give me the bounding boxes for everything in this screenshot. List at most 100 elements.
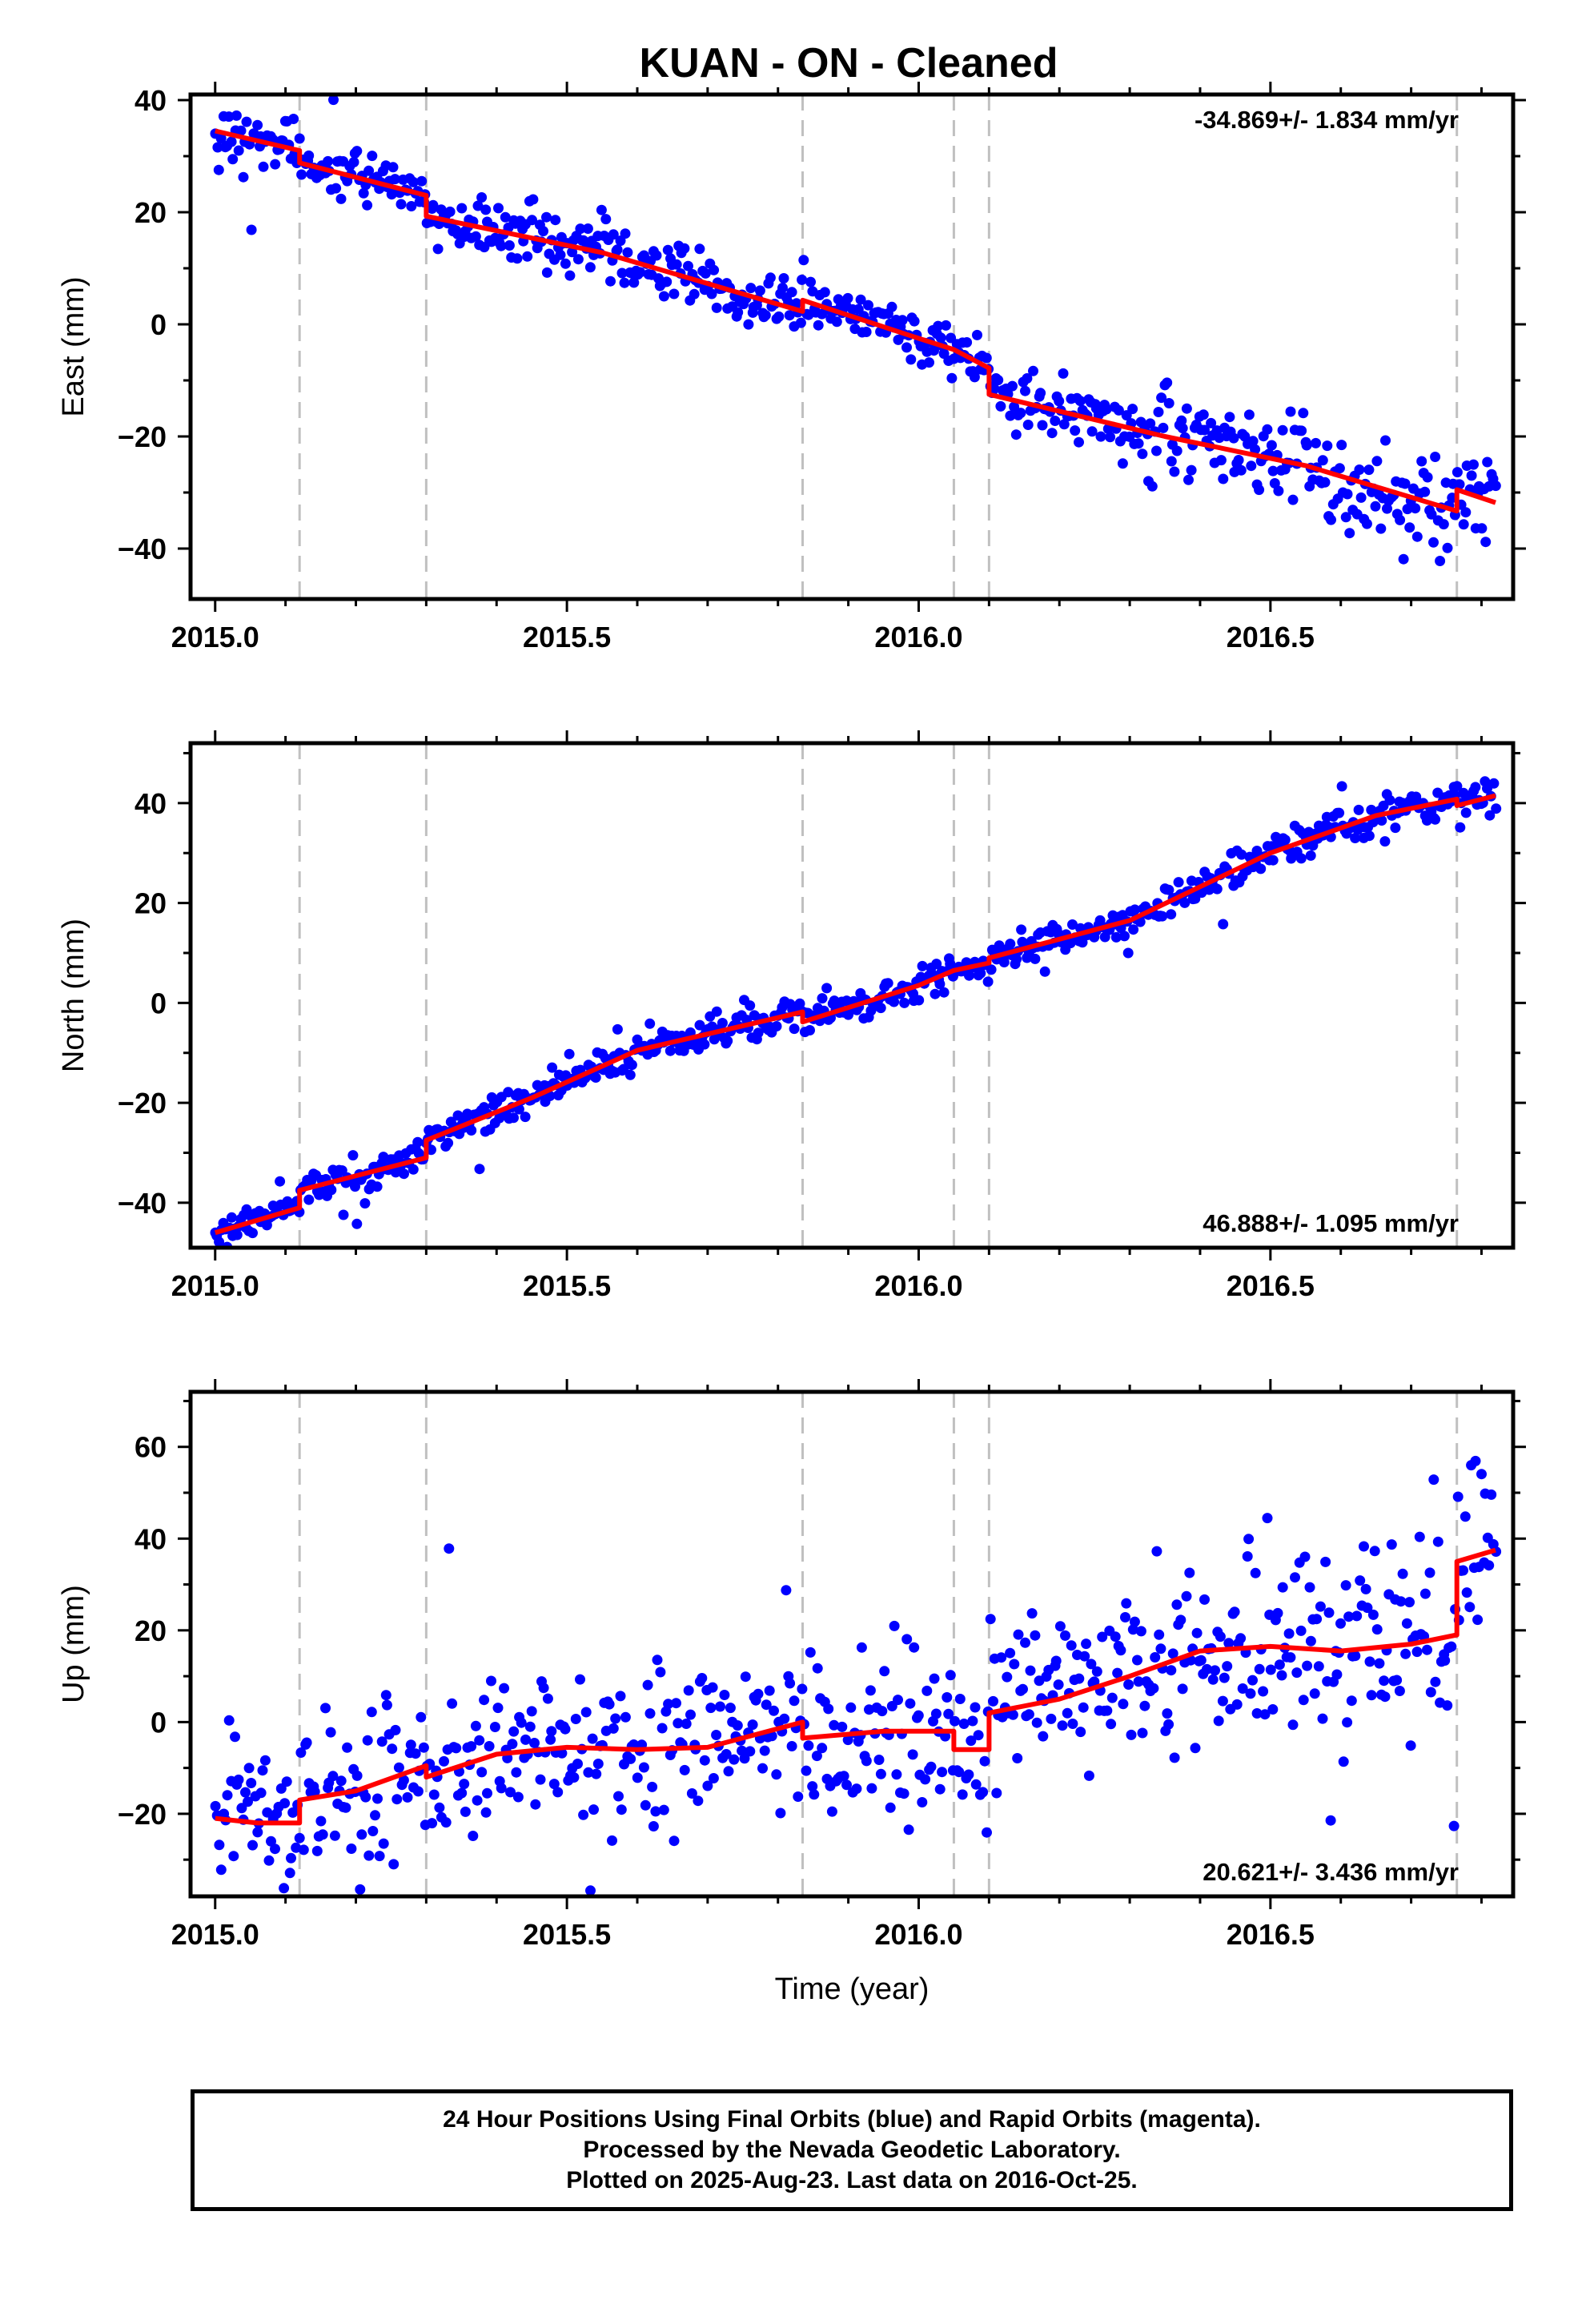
data-point: [901, 1634, 913, 1645]
data-point: [970, 1779, 982, 1790]
data-point: [1320, 1556, 1331, 1567]
data-point: [930, 988, 941, 999]
data-point: [1446, 1641, 1457, 1652]
data-point: [1402, 504, 1413, 515]
data-point: [294, 133, 305, 144]
data-point: [1425, 1687, 1436, 1698]
data-point: [877, 1706, 888, 1717]
data-point: [456, 1787, 468, 1799]
data-point: [1334, 463, 1345, 474]
data-point: [1030, 953, 1041, 964]
data-point: [699, 1755, 710, 1766]
data-point: [370, 1810, 380, 1821]
data-point: [1254, 1663, 1265, 1675]
data-point: [1235, 464, 1247, 476]
data-point: [258, 161, 269, 172]
plot-area: [210, 94, 1501, 599]
data-point: [865, 1685, 876, 1696]
data-point: [905, 354, 917, 365]
plot-area: [210, 743, 1502, 1248]
data-point: [1480, 537, 1492, 548]
data-point: [528, 194, 539, 205]
data-point: [933, 320, 944, 332]
data-point: [711, 1006, 722, 1017]
data-point: [1251, 1708, 1263, 1719]
data-point: [287, 1807, 299, 1818]
data-point: [1118, 1699, 1129, 1710]
data-point: [252, 119, 263, 131]
data-point: [797, 1683, 808, 1695]
data-point: [950, 1715, 960, 1727]
data-point: [1075, 1727, 1086, 1738]
data-point: [700, 267, 711, 279]
data-point: [1354, 464, 1365, 475]
data-point: [1484, 1560, 1495, 1571]
data-point: [656, 1723, 668, 1734]
data-point: [1276, 1670, 1287, 1681]
data-point: [1026, 1608, 1038, 1619]
data-point: [1374, 1658, 1385, 1669]
data-point: [1491, 803, 1502, 814]
data-point: [1432, 1536, 1443, 1547]
data-point: [212, 142, 223, 153]
data-point: [560, 258, 571, 269]
data-point: [241, 1204, 252, 1215]
data-point: [1274, 1659, 1285, 1671]
data-point: [693, 1795, 704, 1807]
data-point: [1359, 1541, 1369, 1552]
data-point: [1335, 1618, 1346, 1629]
data-point: [1355, 492, 1367, 503]
data-point: [1319, 476, 1331, 488]
data-point: [683, 1685, 694, 1696]
data-point: [1394, 1686, 1405, 1696]
data-point: [389, 174, 400, 185]
data-point: [797, 274, 808, 285]
data-point: [222, 1790, 233, 1801]
data-point: [1379, 1691, 1391, 1703]
data-point: [1346, 1695, 1357, 1707]
data-point: [786, 287, 797, 298]
data-point: [745, 1746, 756, 1757]
data-point: [1370, 501, 1381, 512]
data-point: [608, 1723, 619, 1734]
data-point: [924, 357, 934, 368]
data-point: [982, 1827, 992, 1838]
data-point: [1430, 452, 1441, 462]
data-point: [472, 1795, 483, 1806]
data-point: [1066, 1640, 1077, 1651]
data-point: [408, 1164, 419, 1175]
data-point: [479, 1695, 490, 1706]
data-point: [722, 1035, 733, 1047]
data-point: [504, 240, 515, 251]
data-point: [1105, 432, 1116, 443]
data-point: [1285, 406, 1296, 417]
data-point: [1399, 478, 1411, 489]
data-point: [1290, 1572, 1300, 1583]
data-point: [733, 307, 744, 318]
data-point: [1422, 1644, 1432, 1655]
data-point: [658, 291, 669, 302]
data-point: [899, 997, 910, 1008]
footer-box: 24 Hour Positions Using Final Orbits (bl…: [191, 2089, 1513, 2211]
data-point: [837, 1721, 848, 1732]
data-point: [920, 1774, 931, 1785]
plot-frame: [188, 1389, 1516, 1899]
data-point: [1177, 1683, 1188, 1695]
data-point: [470, 231, 481, 242]
data-point: [651, 250, 662, 261]
data-point: [391, 1794, 403, 1805]
x-tick-label: 2015.5: [523, 1918, 611, 1951]
x-tick-label: 2015.5: [523, 1269, 611, 1302]
data-point: [1250, 1567, 1261, 1578]
data-point: [213, 164, 224, 175]
data-point: [226, 1212, 237, 1223]
data-point: [913, 1710, 924, 1721]
data-point: [1237, 1683, 1248, 1694]
data-point: [775, 1807, 786, 1819]
data-point: [658, 1804, 669, 1815]
data-point: [669, 288, 680, 300]
data-point: [996, 1652, 1007, 1663]
data-point: [954, 1694, 966, 1704]
data-point: [785, 1678, 796, 1689]
data-point: [640, 1799, 651, 1811]
